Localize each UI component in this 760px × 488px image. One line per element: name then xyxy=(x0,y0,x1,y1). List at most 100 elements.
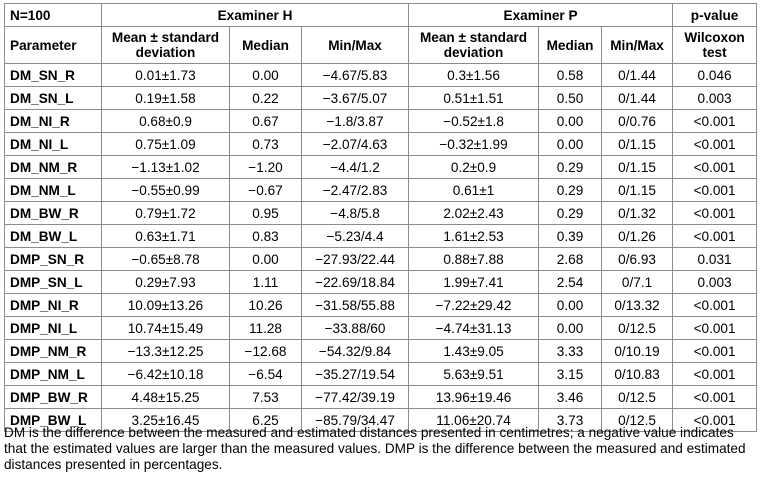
p-minmax-cell: 0/1.15 xyxy=(601,155,674,179)
h-minmax-cell: −2.47/2.83 xyxy=(300,178,410,202)
h-median-cell: −6.54 xyxy=(229,362,302,386)
p-minmax-cell: 0/1.44 xyxy=(601,63,674,87)
h-minmax-cell: −33.88/60 xyxy=(300,316,410,340)
table-row: DMP_NI_L 10.74±15.49 11.28 −33.88/60 −4.74±3… xyxy=(4,316,758,340)
h-median-cell: 11.28 xyxy=(229,316,302,340)
h-mean-cell: 0.75±1.09 xyxy=(101,132,230,156)
pvalue-cell: 0.003 xyxy=(672,86,758,110)
h-mean-cell: −0.65±8.78 xyxy=(101,247,230,271)
p-median-cell: 0.50 xyxy=(538,86,603,110)
h-median-cell: −1.20 xyxy=(229,155,302,179)
table-row: DMP_NM_R −13.3±12.25 −12.68 −54.32/9.84 1.43… xyxy=(4,339,758,363)
table-row: DM_BW_R 0.79±1.72 0.95 −4.8/5.8 2.02±2.43 0.2… xyxy=(4,201,758,225)
h-mean-cell: 0.29±7.93 xyxy=(101,270,230,294)
parameter-cell: DM_SN_L xyxy=(4,86,102,110)
pvalue-cell: <0.001 xyxy=(672,385,758,409)
parameter-cell: DM_BW_L xyxy=(4,224,102,248)
pvalue-cell: <0.001 xyxy=(672,109,758,133)
h-minmax-cell: −54.32/9.84 xyxy=(300,339,410,363)
h-minmax-cell: −2.07/4.63 xyxy=(300,132,410,156)
header-row-columns: Parameter Mean ± standard deviation Medi… xyxy=(4,26,758,64)
parameter-cell: DMP_SN_R xyxy=(4,247,102,271)
p-median-cell: 3.15 xyxy=(538,362,603,386)
p-mean-cell: 0.88±7.88 xyxy=(408,247,540,271)
p-median-cell: 2.54 xyxy=(538,270,603,294)
p-mean-cell: 0.61±1 xyxy=(408,178,540,202)
h-mean-cell: 0.63±1.71 xyxy=(101,224,230,248)
h-minmax-cell: −22.69/18.84 xyxy=(300,270,410,294)
p-mean-cell: 0.2±0.9 xyxy=(408,155,540,179)
n-label: N=100 xyxy=(4,3,102,27)
h-mean-cell: 0.68±0.9 xyxy=(101,109,230,133)
h-mean-cell: 0.19±1.58 xyxy=(101,86,230,110)
pvalue-cell: <0.001 xyxy=(672,201,758,225)
examiner-p-header: Examiner P xyxy=(408,3,674,27)
p-minmax-cell: 0/1.15 xyxy=(601,178,674,202)
table-row: DM_NI_R 0.68±0.9 0.67 −1.8/3.87 −0.52±1.8 0.0… xyxy=(4,109,758,133)
h-mean-cell: −0.55±0.99 xyxy=(101,178,230,202)
p-median-cell: 0.00 xyxy=(538,109,603,133)
h-minmax-cell: −77.42/39.19 xyxy=(300,385,410,409)
pvalue-cell: <0.001 xyxy=(672,316,758,340)
parameter-cell: DM_NI_L xyxy=(4,132,102,156)
pvalue-header: p-value xyxy=(672,3,758,27)
p-mean-cell: 13.96±19.46 xyxy=(408,385,540,409)
p-minmax-cell: 0/1.15 xyxy=(601,132,674,156)
table-row: DM_NM_R −1.13±1.02 −1.20 −4.4/1.2 0.2±0.9 0.2… xyxy=(4,155,758,179)
pvalue-cell: <0.001 xyxy=(672,293,758,317)
h-median-cell: 7.53 xyxy=(229,385,302,409)
table-row: DM_NI_L 0.75±1.09 0.73 −2.07/4.63 −0.32±1.99… xyxy=(4,132,758,156)
header-row-groups: N=100 Examiner H Examiner P p-value xyxy=(4,3,758,27)
p-median-cell: 0.00 xyxy=(538,132,603,156)
parameter-cell: DMP_NM_R xyxy=(4,339,102,363)
p-minmax-cell: 0/1.44 xyxy=(601,86,674,110)
p-median-cell: 0.29 xyxy=(538,178,603,202)
table-row: DMP_SN_R −0.65±8.78 0.00 −27.93/22.44 0.88±7… xyxy=(4,247,758,271)
h-minmax-cell: −1.8/3.87 xyxy=(300,109,410,133)
p-minmax-cell: 0/1.26 xyxy=(601,224,674,248)
h-mean-cell: −1.13±1.02 xyxy=(101,155,230,179)
p-mean-cell: −4.74±31.13 xyxy=(408,316,540,340)
h-median-header: Median xyxy=(229,26,302,64)
statistics-table: N=100 Examiner H Examiner P p-value Para… xyxy=(4,3,758,432)
p-mean-cell: −7.22±29.42 xyxy=(408,293,540,317)
test-header: Wilcoxon test xyxy=(672,26,758,64)
h-mean-header: Mean ± standard deviation xyxy=(101,26,230,64)
table-row: DM_SN_R 0.01±1.73 0.00 −4.67/5.83 0.3±1.56 0.… xyxy=(4,63,758,87)
examiner-h-header: Examiner H xyxy=(100,3,410,27)
h-median-cell: 0.83 xyxy=(229,224,302,248)
table-container: N=100 Examiner H Examiner P p-value Para… xyxy=(4,3,758,432)
p-minmax-cell: 0/12.5 xyxy=(601,316,674,340)
h-mean-cell: 4.48±15.25 xyxy=(101,385,230,409)
p-median-cell: 0.29 xyxy=(538,201,603,225)
p-minmax-cell: 0/7.1 xyxy=(601,270,674,294)
h-minmax-cell: −5.23/4.4 xyxy=(300,224,410,248)
p-minmax-cell: 0/1.32 xyxy=(601,201,674,225)
h-mean-cell: −13.3±12.25 xyxy=(101,339,230,363)
p-mean-cell: 5.63±9.51 xyxy=(408,362,540,386)
p-mean-header: Mean ± standard deviation xyxy=(408,26,540,64)
h-mean-cell: 10.09±13.26 xyxy=(101,293,230,317)
parameter-cell: DMP_NI_L xyxy=(4,316,102,340)
parameter-cell: DMP_NI_R xyxy=(4,293,102,317)
p-minmax-cell: 0/13.32 xyxy=(601,293,674,317)
h-mean-cell: 3.25±16.45 xyxy=(101,408,230,432)
h-mean-cell: −6.42±10.18 xyxy=(101,362,230,386)
h-median-cell: 0.00 xyxy=(229,247,302,271)
h-median-cell: 0.95 xyxy=(229,201,302,225)
p-mean-cell: 0.51±1.51 xyxy=(408,86,540,110)
parameter-cell: DM_SN_R xyxy=(4,63,102,87)
h-minmax-cell: −4.8/5.8 xyxy=(300,201,410,225)
p-minmax-cell: 0/0.76 xyxy=(601,109,674,133)
h-mean-cell: 0.01±1.73 xyxy=(101,63,230,87)
table-row: DMP_NM_L −6.42±10.18 −6.54 −35.27/19.54 5.63… xyxy=(4,362,758,386)
parameter-cell: DMP_SN_L xyxy=(4,270,102,294)
h-median-cell: 0.73 xyxy=(229,132,302,156)
p-median-cell: 3.46 xyxy=(538,385,603,409)
pvalue-cell: <0.001 xyxy=(672,408,758,432)
table-row: DMP_NI_R 10.09±13.26 10.26 −31.58/55.88 −7.2… xyxy=(4,293,758,317)
p-minmax-cell: 0/10.19 xyxy=(601,339,674,363)
h-median-cell: 10.26 xyxy=(229,293,302,317)
parameter-cell: DM_BW_R xyxy=(4,201,102,225)
p-mean-cell: 1.43±9.05 xyxy=(408,339,540,363)
